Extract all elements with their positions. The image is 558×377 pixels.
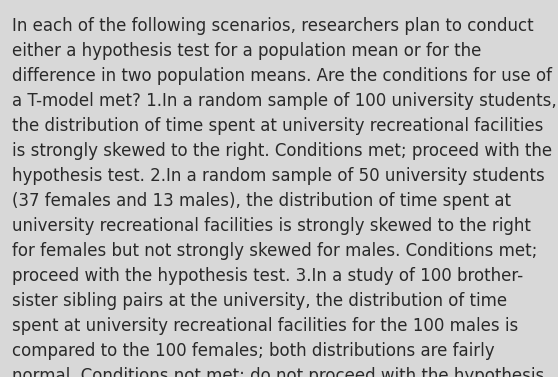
Text: (37 females and 13 males), the distribution of time spent at: (37 females and 13 males), the distribut… (12, 192, 511, 210)
Text: difference in two population means. Are the conditions for use of: difference in two population means. Are … (12, 67, 552, 85)
Text: In each of the following scenarios, researchers plan to conduct: In each of the following scenarios, rese… (12, 17, 534, 35)
Text: is strongly skewed to the right. Conditions met; proceed with the: is strongly skewed to the right. Conditi… (12, 142, 552, 160)
Text: for females but not strongly skewed for males. Conditions met;: for females but not strongly skewed for … (12, 242, 538, 260)
Text: hypothesis test. 2.In a random sample of 50 university students: hypothesis test. 2.In a random sample of… (12, 167, 545, 185)
Text: either a hypothesis test for a population mean or for the: either a hypothesis test for a populatio… (12, 42, 482, 60)
Text: compared to the 100 females; both distributions are fairly: compared to the 100 females; both distri… (12, 342, 495, 360)
Text: university recreational facilities is strongly skewed to the right: university recreational facilities is st… (12, 217, 531, 235)
Text: proceed with the hypothesis test. 3.In a study of 100 brother-: proceed with the hypothesis test. 3.In a… (12, 267, 523, 285)
Text: sister sibling pairs at the university, the distribution of time: sister sibling pairs at the university, … (12, 292, 507, 310)
Text: a T-model met? 1.In a random sample of 100 university students,: a T-model met? 1.In a random sample of 1… (12, 92, 557, 110)
Text: the distribution of time spent at university recreational facilities: the distribution of time spent at univer… (12, 117, 543, 135)
Text: spent at university recreational facilities for the 100 males is: spent at university recreational facilit… (12, 317, 518, 335)
Text: normal. Conditions not met; do not proceed with the hypothesis: normal. Conditions not met; do not proce… (12, 367, 545, 377)
